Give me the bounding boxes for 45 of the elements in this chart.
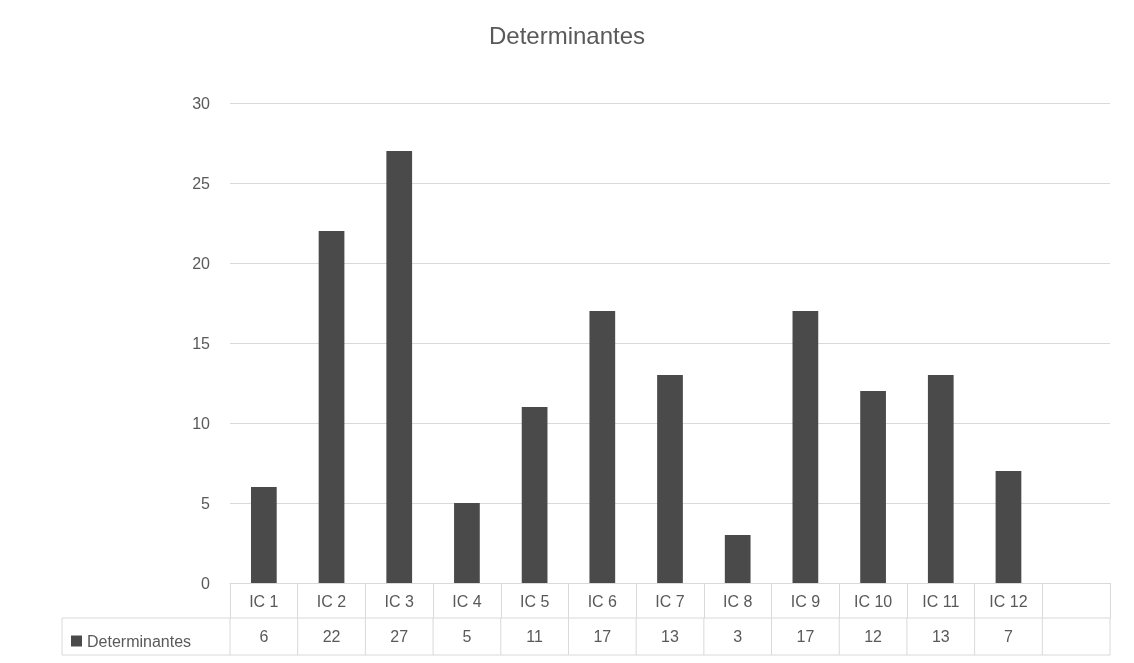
data-label: 5 [462, 627, 472, 645]
data-label: 13 [931, 627, 950, 645]
data-label: 3 [733, 627, 743, 645]
bar [521, 407, 548, 583]
y-tick-label: 15 [192, 334, 211, 352]
legend-label: Determinantes [87, 632, 192, 650]
x-tick-label: IC 3 [384, 592, 414, 610]
data-label: 17 [593, 627, 612, 645]
y-tick-label: 5 [201, 494, 211, 512]
bar [792, 311, 819, 583]
x-tick-label: IC 1 [249, 592, 279, 610]
bar [657, 375, 683, 583]
x-tick-label: IC 12 [989, 592, 1028, 610]
y-tick-label: 30 [192, 94, 211, 112]
y-tick-label: 0 [201, 574, 211, 592]
data-label: 27 [390, 627, 409, 645]
data-label: 12 [864, 627, 883, 645]
bar [995, 471, 1022, 583]
data-label: 11 [526, 627, 544, 645]
data-label: 13 [661, 627, 679, 645]
x-tick-label: IC 5 [519, 592, 550, 610]
data-label: 6 [259, 627, 269, 645]
bar [589, 311, 616, 583]
data-label: 22 [322, 627, 341, 645]
bar [318, 231, 345, 583]
x-tick-label: IC 8 [723, 592, 753, 610]
bar [250, 487, 277, 583]
data-label: 17 [796, 627, 815, 645]
chart-title: Determinantes [488, 21, 646, 49]
y-tick-label: 10 [192, 414, 211, 432]
bar [386, 151, 413, 583]
x-tick-label: IC 4 [452, 592, 482, 610]
x-tick-label: IC 9 [790, 592, 821, 610]
bar [860, 391, 886, 583]
x-tick-label: IC 7 [655, 592, 685, 610]
x-tick-label: IC 6 [587, 592, 618, 610]
bar [724, 535, 751, 583]
y-tick-label: 25 [192, 174, 211, 192]
data-label: 7 [1004, 627, 1014, 645]
x-tick-label: IC 10 [853, 592, 893, 610]
x-tick-label: IC 11 [922, 592, 960, 610]
bar [454, 503, 480, 583]
x-tick-label: IC 2 [316, 592, 347, 610]
y-tick-label: 20 [192, 254, 211, 272]
bar [927, 375, 954, 583]
